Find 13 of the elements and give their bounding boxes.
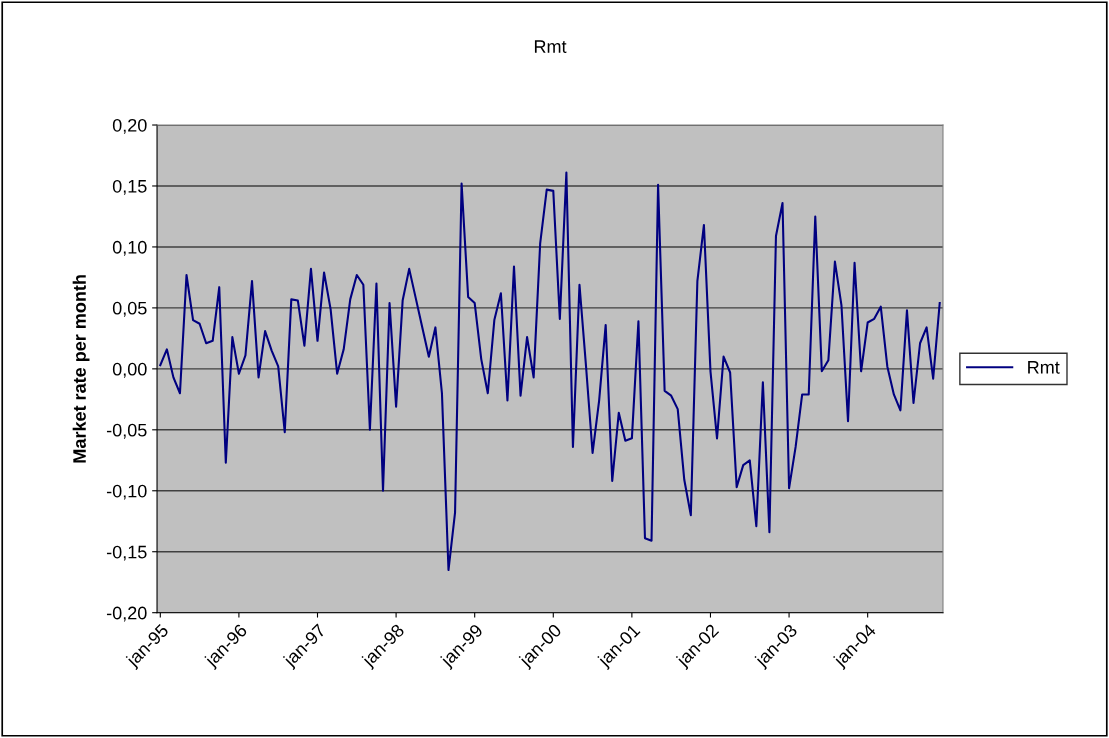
y-axis-title: Market rate per month (72, 275, 90, 463)
y-tick-label: -0,10 (106, 484, 147, 500)
y-tick-label: 0,10 (112, 240, 147, 256)
y-tick-label: -0,15 (106, 545, 147, 561)
y-tick-label: -0,05 (106, 423, 147, 439)
y-tick-label: 0,05 (112, 301, 147, 317)
y-tick-label: 0,00 (112, 362, 147, 378)
legend-label: Rmt (1028, 361, 1060, 374)
y-tick-label: 0,20 (112, 118, 147, 134)
chart-title: Rmt (534, 40, 567, 53)
line-series (159, 171, 941, 572)
y-tick-label: -0,20 (106, 606, 147, 622)
y-tick-label: 0,15 (112, 179, 147, 195)
